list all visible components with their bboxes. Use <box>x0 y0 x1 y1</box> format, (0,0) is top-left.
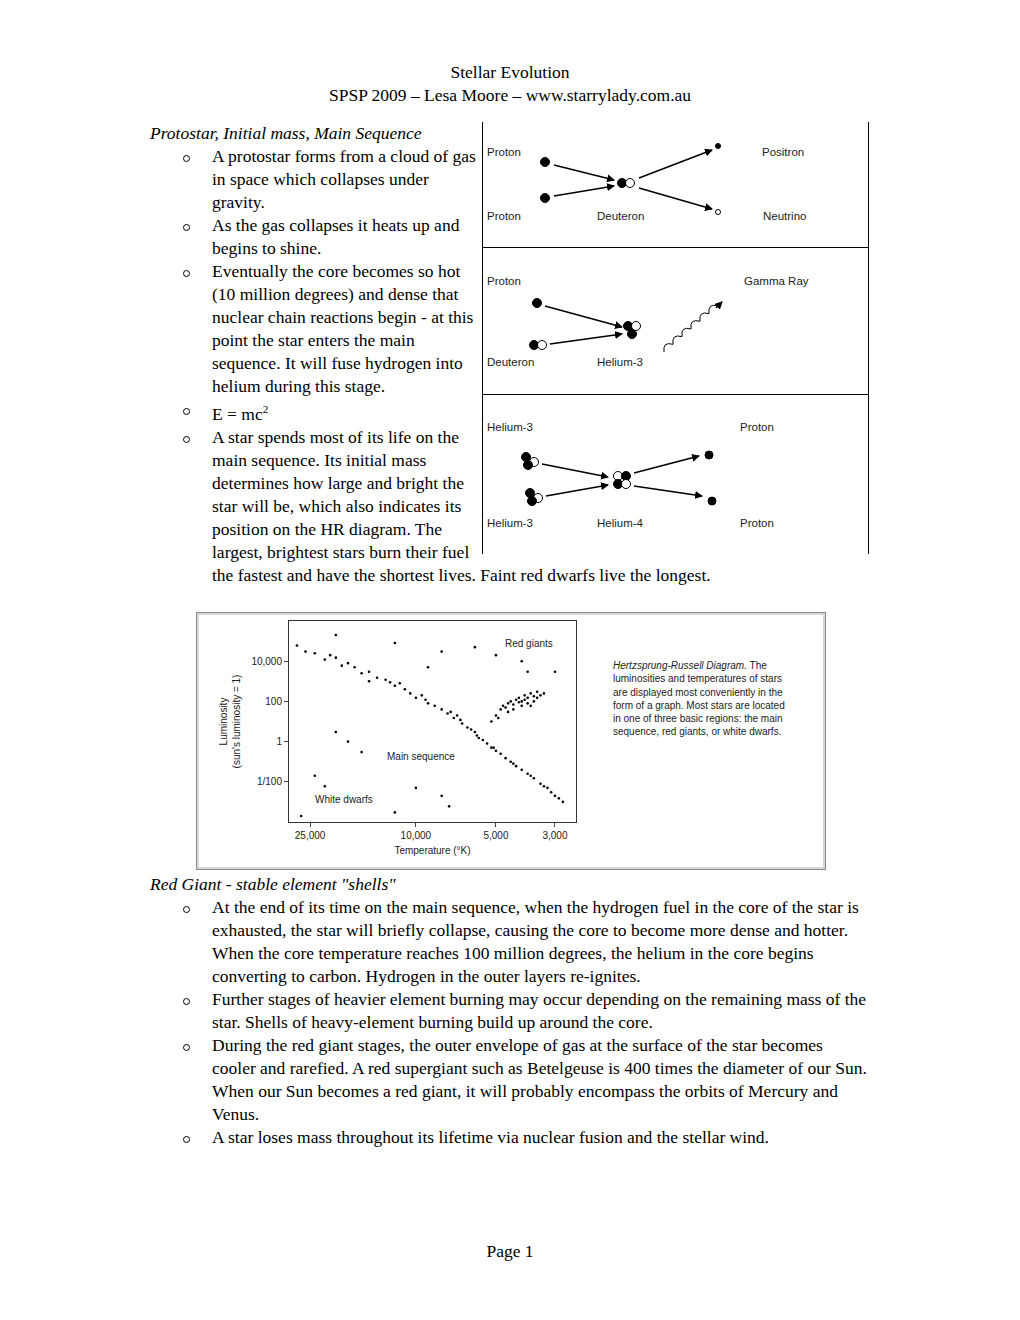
svg-text:Main sequence: Main sequence <box>387 751 455 762</box>
svg-text:Proton: Proton <box>487 275 521 287</box>
svg-text:25,000: 25,000 <box>295 830 326 841</box>
svg-text:Proton: Proton <box>740 421 774 433</box>
svg-text:Positron: Positron <box>762 146 804 158</box>
svg-text:Deuteron: Deuteron <box>487 356 534 368</box>
svg-text:5,000: 5,000 <box>483 830 508 841</box>
svg-text:Proton: Proton <box>487 210 521 222</box>
svg-text:100: 100 <box>265 696 282 707</box>
svg-text:Deuteron: Deuteron <box>597 210 644 222</box>
svg-text:Luminosity(sun's luminosity =: Luminosity(sun's luminosity = 1) <box>218 675 242 769</box>
svg-text:Helium-4: Helium-4 <box>597 517 644 529</box>
svg-text:Helium-3: Helium-3 <box>597 356 643 368</box>
svg-text:10,000: 10,000 <box>401 830 432 841</box>
svg-text:White dwarfs: White dwarfs <box>315 794 373 805</box>
svg-text:1: 1 <box>276 736 282 747</box>
svg-text:1/100: 1/100 <box>257 776 282 787</box>
svg-text:Proton: Proton <box>740 517 774 529</box>
svg-text:Helium-3: Helium-3 <box>487 517 533 529</box>
svg-text:Red giants: Red giants <box>505 638 553 649</box>
svg-text:3,000: 3,000 <box>542 830 567 841</box>
svg-text:10,000: 10,000 <box>251 656 282 667</box>
svg-text:Proton: Proton <box>487 146 521 158</box>
svg-text:Temperature (°K): Temperature (°K) <box>394 845 470 856</box>
svg-text:Neutrino: Neutrino <box>763 210 806 222</box>
svg-text:Helium-3: Helium-3 <box>487 421 533 433</box>
svg-text:Gamma Ray: Gamma Ray <box>744 275 809 287</box>
